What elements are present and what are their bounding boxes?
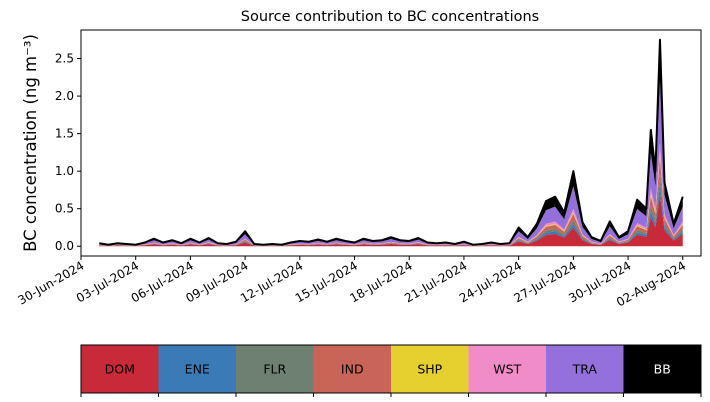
y-tick-label: 0.5 xyxy=(55,202,74,216)
legend-swatch-wst xyxy=(468,345,546,393)
total-bc-line xyxy=(99,38,684,246)
legend-label-bb: BB xyxy=(654,362,671,377)
source-legend-colorbar: DOM ENE FLR IND SHP WST TRA BB xyxy=(80,344,702,397)
x-tick-label: 30-Jun-2024 xyxy=(16,258,87,307)
legend-swatch-tra xyxy=(546,345,624,393)
y-axis-label: BC concentration (ng m⁻³) xyxy=(21,34,40,252)
plot-area: 0.0 0.5 1.0 1.5 2.0 2.5 30-Jun-202403-Jul-202… xyxy=(16,29,702,309)
y-tick-label: 1.5 xyxy=(55,127,74,141)
legend-swatch-shp xyxy=(391,345,469,393)
legend-label-shp: SHP xyxy=(417,362,442,377)
legend-swatch-ind xyxy=(313,345,391,393)
plot-frame xyxy=(80,29,702,257)
area-ind xyxy=(99,157,683,246)
legend-label-ind: IND xyxy=(341,362,364,377)
y-tick-label: 2.5 xyxy=(55,52,74,66)
legend-label-tra: TRA xyxy=(572,362,598,377)
legend-label-ene: ENE xyxy=(185,362,210,377)
y-tick-label: 1.0 xyxy=(55,164,74,178)
area-bb xyxy=(99,39,683,246)
chart-title: Source contribution to BC concentrations xyxy=(241,9,539,25)
legend-swatch-ene xyxy=(158,345,236,393)
legend-label-flr: FLR xyxy=(263,362,286,377)
legend-swatch-flr xyxy=(236,345,314,393)
stacked-area-layers xyxy=(99,39,683,247)
area-wst xyxy=(99,143,683,246)
y-axis: 0.0 0.5 1.0 1.5 2.0 2.5 xyxy=(55,52,81,253)
area-tra xyxy=(99,81,683,246)
y-tick-label: 2.0 xyxy=(55,89,74,103)
legend-label-dom: DOM xyxy=(105,362,135,377)
y-tick-label: 0.0 xyxy=(55,239,74,253)
x-axis: 30-Jun-202403-Jul-202406-Jul-202409-Jul-… xyxy=(16,256,688,309)
area-flr xyxy=(99,173,683,246)
legend-swatch-dom xyxy=(81,345,159,393)
legend-swatch-bb xyxy=(623,345,701,393)
legend-frame xyxy=(80,344,702,394)
total-line-layer xyxy=(99,38,684,246)
legend-label-wst: WST xyxy=(493,362,521,377)
area-shp xyxy=(99,153,683,246)
